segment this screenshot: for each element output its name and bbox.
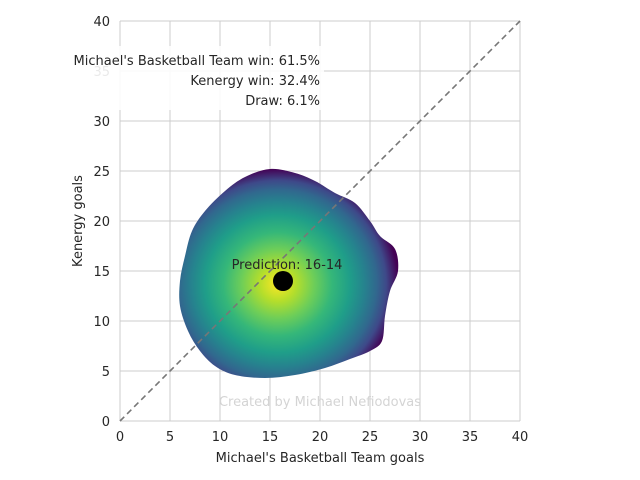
y-tick-label-25: 25 [93,165,110,180]
y-tick-label-15: 15 [93,265,110,280]
stat-line-0: Michael's Basketball Team win: 61.5% [74,54,320,69]
diagonal-line [119,20,521,422]
x-tick-label-5: 5 [166,430,174,445]
stats-box [56,46,324,110]
stat-line-1: Kenergy win: 32.4% [190,74,320,89]
diagonal-line-layer [119,20,521,422]
y-tick-label-40: 40 [93,15,110,30]
x-tick-label-0: 0 [116,430,124,445]
x-tick-label-15: 15 [262,430,279,445]
y-tick-label-10: 10 [93,315,110,330]
outcome-stats: Michael's Basketball Team win: 61.5% Kene… [56,46,324,110]
x-tick-label-30: 30 [412,430,429,445]
y-tick-label-20: 20 [93,215,110,230]
x-axis-label: Michael's Basketball Team goals [216,451,425,466]
y-tick-label-0: 0 [102,415,110,430]
stat-line-2: Draw: 6.1% [245,94,320,109]
x-tick-label-20: 20 [312,430,329,445]
prediction-label: Prediction: 16-14 [232,258,343,273]
y-tick-label-5: 5 [102,365,110,380]
y-tick-label-30: 30 [93,115,110,130]
watermark-text: Created by Michael Nefiodovas [219,395,421,410]
x-tick-label-25: 25 [362,430,379,445]
prediction-marker-layer: Prediction: 16-14 [232,258,343,291]
prediction-dot [273,271,293,291]
y-axis-label: Kenergy goals [71,175,86,267]
x-tick-label-35: 35 [462,430,479,445]
x-tick-label-40: 40 [512,430,529,445]
x-tick-label-10: 10 [212,430,229,445]
